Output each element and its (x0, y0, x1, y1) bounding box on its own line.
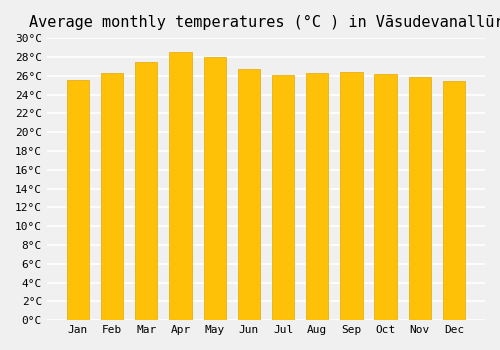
Bar (306, 73, 328, 320)
Bar (340, 72, 362, 320)
Bar (443, 81, 465, 320)
Bar (204, 57, 226, 320)
Bar (170, 52, 192, 320)
Title: Average monthly temperatures (°C ) in Vāsudevanallūr: Average monthly temperatures (°C ) in Vā… (28, 15, 500, 30)
Bar (67, 80, 89, 320)
Bar (374, 74, 396, 320)
Bar (408, 77, 431, 320)
Bar (272, 75, 294, 320)
Bar (238, 69, 260, 320)
Bar (135, 62, 158, 320)
Bar (101, 73, 123, 320)
